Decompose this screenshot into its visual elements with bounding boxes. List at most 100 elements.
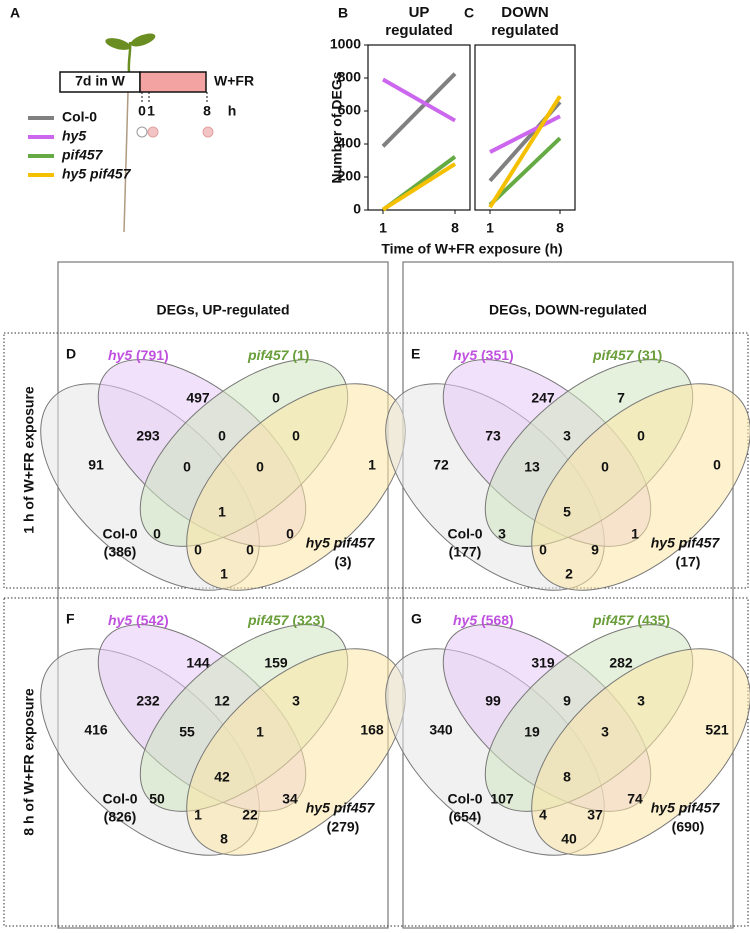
region-count: 3: [563, 428, 571, 444]
region-count: 8: [563, 769, 571, 785]
legend-label: Col-0: [62, 109, 97, 125]
seedling-leaf: [130, 33, 156, 47]
region-count: 0: [292, 428, 300, 444]
set-label: hy5 (791): [108, 347, 169, 363]
series-line: [489, 114, 561, 154]
y-tick-label: 1000: [330, 36, 361, 52]
set-count: (279): [327, 819, 360, 835]
region-count: 13: [524, 459, 540, 475]
region-count: 416: [84, 722, 108, 738]
set-count: (568): [481, 612, 514, 628]
x-tick-label: 1: [486, 220, 494, 236]
region-count: 7: [617, 390, 625, 406]
series-line: [381, 72, 457, 148]
row-frame: [3, 332, 749, 589]
y-tick-label: 200: [338, 168, 362, 184]
venn-set: [186, 648, 406, 856]
set-count: (690): [672, 819, 705, 835]
row-title: 8 h of W+FR exposure: [21, 688, 37, 836]
region-count: 1: [631, 526, 639, 542]
panel-label: A: [10, 5, 20, 21]
venn-diagram: D 91 497 0 1 293 0 0 0 0 1 0 0 0 0 1 hy5 (791) pif457 (1)…: [40, 346, 406, 591]
region-count: 91: [88, 457, 104, 473]
time-label: 0: [138, 103, 146, 119]
set-name: pif457: [247, 347, 290, 363]
legend-label: pif457: [61, 147, 104, 163]
row-frame: [3, 597, 749, 927]
region-count: 247: [531, 390, 555, 406]
set-name: hy5 pif457: [651, 800, 721, 816]
region-count: 1: [256, 724, 264, 740]
region-count: 8: [220, 831, 228, 847]
region-count: 168: [360, 722, 384, 738]
region-count: 0: [272, 390, 280, 406]
x-tick-label: 8: [451, 220, 459, 236]
set-count: (351): [481, 347, 514, 363]
region-count: 55: [179, 724, 195, 740]
region-count: 1: [368, 457, 376, 473]
panel-label: G: [411, 611, 422, 627]
x-tick-label: 8: [556, 220, 564, 236]
panel-label: B: [338, 5, 348, 21]
region-count: 340: [429, 722, 453, 738]
plot-frame: [474, 44, 576, 211]
chart-title: UP regulated: [385, 4, 453, 39]
region-count: 0: [183, 459, 191, 475]
region-count: 282: [609, 655, 633, 671]
region-count: 73: [485, 428, 501, 444]
legend-label: hy5: [62, 128, 86, 144]
x-axis-label: Time of W+FR exposure (h): [381, 241, 562, 257]
set-label: pif457 (1): [247, 347, 309, 363]
set-name: Col-0: [448, 791, 483, 807]
region-count: 0: [153, 526, 161, 542]
region-count: 1: [194, 807, 202, 823]
region-count: 0: [601, 459, 609, 475]
y-tick-label: 400: [338, 135, 362, 151]
set-name: hy5: [108, 612, 132, 628]
region-count: 5: [563, 504, 571, 520]
time-label: 1: [147, 103, 155, 119]
region-count: 19: [524, 724, 540, 740]
column-title: DEGs, UP-regulated: [156, 302, 289, 318]
set-count: (1): [292, 347, 309, 363]
region-count: 319: [531, 655, 555, 671]
set-name: hy5 pif457: [306, 535, 376, 551]
region-count: 3: [601, 724, 609, 740]
set-count: (435): [637, 612, 670, 628]
set-count: (31): [637, 347, 662, 363]
box-text: 7d in W: [75, 73, 126, 89]
region-count: 2: [565, 566, 573, 582]
y-axis-label: Number of DEGs: [329, 71, 345, 183]
region-count: 12: [214, 693, 230, 709]
set-count: (791): [136, 347, 169, 363]
set-name: pif457: [592, 347, 635, 363]
region-count: 99: [485, 693, 501, 709]
fr-light-box: [139, 71, 207, 93]
region-count: 22: [242, 807, 258, 823]
set-count: (826): [104, 809, 137, 825]
set-count: (386): [104, 544, 137, 560]
region-count: 1: [218, 504, 226, 520]
row-title: 1 h of W+FR exposure: [21, 386, 37, 534]
region-count: 107: [490, 791, 514, 807]
set-name: hy5: [453, 612, 477, 628]
set-label: hy5 (568): [453, 612, 514, 628]
venn-diagram: E 72 247 7 0 73 3 0 13 0 5 3 1 0 9 2 hy5 (351) pif457 (31…: [385, 346, 750, 591]
region-count: 3: [498, 526, 506, 542]
y-tick-label: 800: [338, 69, 362, 85]
time-unit: h: [228, 103, 237, 119]
region-count: 3: [292, 693, 300, 709]
set-name: hy5 pif457: [306, 800, 376, 816]
column-frame: [402, 261, 734, 929]
set-name: Col-0: [103, 791, 138, 807]
region-count: 50: [149, 791, 165, 807]
seedling-root: [123, 91, 129, 233]
region-count: 159: [264, 655, 288, 671]
region-count: 0: [218, 428, 226, 444]
seedling-stem: [127, 41, 132, 73]
region-count: 4: [539, 807, 547, 823]
set-count: (177): [449, 544, 482, 560]
set-name: hy5 pif457: [651, 535, 721, 551]
column-frame: [57, 261, 389, 929]
